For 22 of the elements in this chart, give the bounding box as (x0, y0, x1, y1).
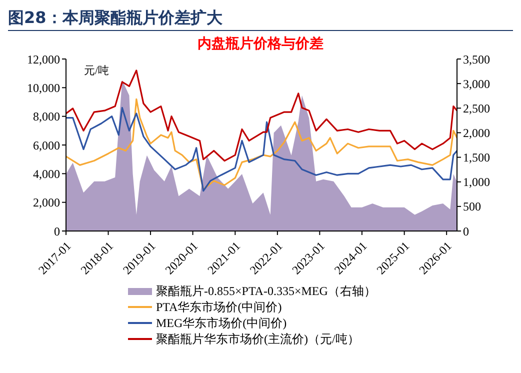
legend-label: PTA华东市场价(中间价) (156, 298, 282, 316)
y-tick-label: 6,000 (33, 138, 60, 152)
y-tick-label: 12,000 (27, 52, 60, 66)
y-tick-label: 2,000 (33, 196, 60, 210)
legend-label: MEG华东市场价(中间价) (156, 314, 287, 332)
y2-tick-label: 3,000 (463, 76, 490, 91)
chart-title: 图28：本周聚酯瓶片价差扩大 (8, 8, 513, 31)
y-tick-label: 0 (54, 224, 60, 238)
legend-label: 聚酯瓶片华东市场价(主流价)（元/吨） (156, 330, 360, 348)
y2-tick-label: 2,500 (463, 101, 490, 116)
legend-label: 聚酯瓶片-0.855×PTA-0.335×MEG（右轴） (156, 282, 376, 300)
y-tick-label: 10,000 (27, 80, 60, 95)
y-tick-label: 4,000 (33, 166, 60, 181)
y2-tick-label: 1,500 (463, 150, 490, 165)
y2-tick-label: 0 (463, 224, 469, 238)
chart-subtitle: 内盘瓶片价格与价差 (196, 35, 324, 53)
y-tick-label: 8,000 (33, 110, 60, 124)
y2-tick-label: 2,000 (463, 126, 490, 140)
y2-tick-label: 500 (463, 200, 481, 214)
annotation: 元/吨 (84, 64, 110, 78)
y2-tick-label: 3,500 (463, 52, 490, 66)
y2-tick-label: 1,000 (463, 175, 490, 190)
